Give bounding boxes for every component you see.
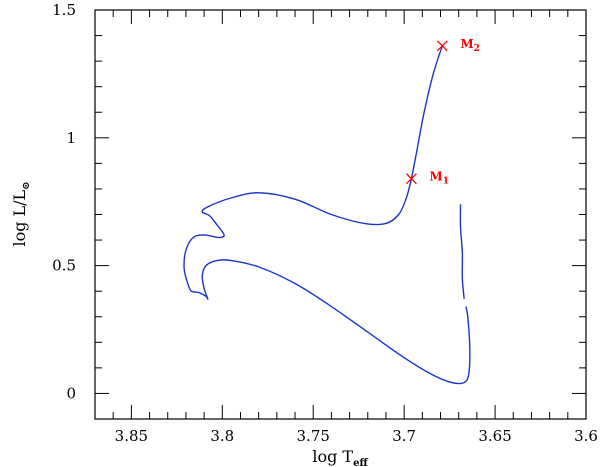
plot-frame [94, 9, 587, 420]
x-axis-title-main: log T [312, 447, 353, 466]
marker-label-sub: 1 [443, 177, 449, 187]
marker-cross [405, 173, 417, 185]
marker-M2: M2 [436, 37, 480, 54]
x-tick-label: 3.75 [297, 427, 330, 445]
marker-label-main: M [460, 37, 473, 51]
x-tick-label: 3.6 [574, 427, 598, 445]
x-tick-label: 3.85 [115, 427, 148, 445]
evolutionary-track [183, 45, 471, 385]
axis-ticks [94, 9, 587, 420]
y-axis-title: log L/L⊙ [10, 181, 32, 246]
y-tick-label: 0.5 [52, 257, 76, 275]
marker-label: M1 [429, 170, 449, 187]
track-line [183, 45, 471, 385]
track-line [459, 204, 465, 299]
y-tick-label: 1 [66, 129, 76, 147]
y-axis-title-sub: ⊙ [21, 181, 32, 189]
y-axis-title-main: log L/L [10, 189, 29, 246]
x-tick-label: 3.8 [210, 427, 234, 445]
tick-labels: 3.85 3.8 3.75 3.7 3.65 3.6 0 0.5 1 1.5 [52, 1, 598, 445]
marker-M1: M1 [405, 170, 449, 187]
marker-label-main: M [429, 170, 442, 184]
marker-cross [436, 40, 448, 52]
y-tick-label: 0 [66, 384, 76, 402]
x-axis-title-sub: eff [353, 458, 368, 467]
marker-label: M2 [460, 37, 480, 54]
x-axis-title: log Teff [312, 447, 368, 467]
x-tick-label: 3.7 [392, 427, 416, 445]
x-tick-label: 3.65 [478, 427, 511, 445]
marker-label-sub: 2 [474, 44, 480, 54]
y-tick-label: 1.5 [52, 1, 76, 19]
